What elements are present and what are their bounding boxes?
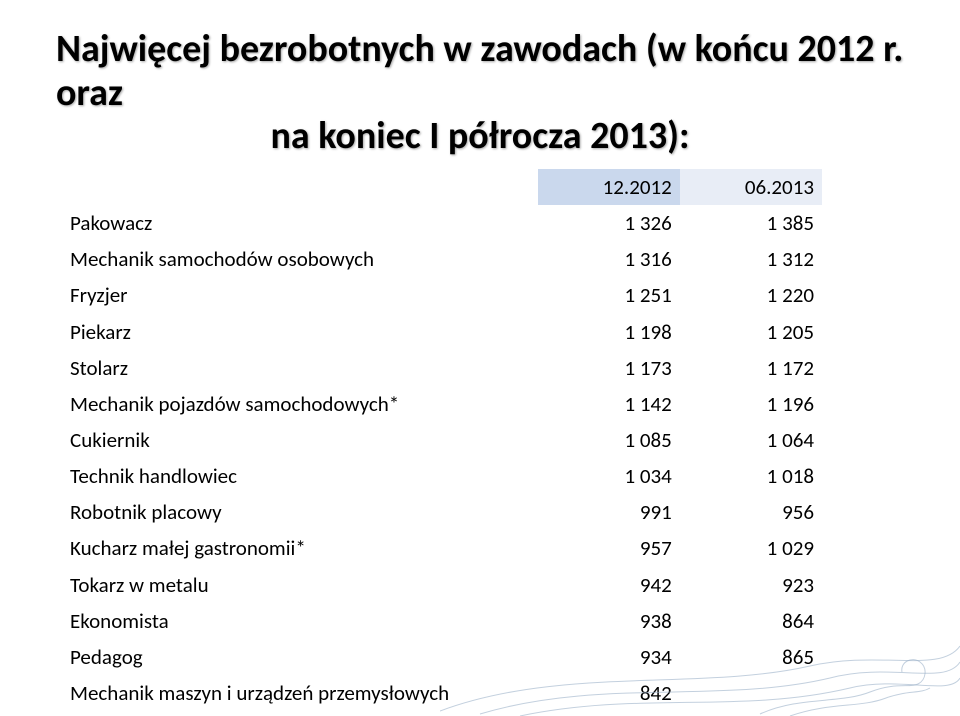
row-value-2: 1 385 [680, 205, 822, 241]
row-label: Fryzjer [62, 277, 538, 313]
row-label: Cukiernik [62, 422, 538, 458]
row-value-1: 1 142 [538, 386, 680, 422]
row-label: Kucharz małej gastronomii* [62, 530, 538, 566]
table-row: Cukiernik 1 085 1 064 [62, 422, 822, 458]
table-row: Technik handlowiec 1 034 1 018 [62, 458, 822, 494]
table-header-row: 12.2012 06.2013 [62, 169, 822, 205]
table-row: Mechanik maszyn i urządzeń przemysłowych… [62, 675, 822, 711]
title-line-2: na koniec I półrocza 2013): [56, 115, 904, 159]
row-value-1: 1 034 [538, 458, 680, 494]
row-label: Mechanik samochodów osobowych [62, 241, 538, 277]
row-value-2: 1 205 [680, 314, 822, 350]
row-value-1: 938 [538, 603, 680, 639]
row-value-2: 1 196 [680, 386, 822, 422]
row-value-1: 1 326 [538, 205, 680, 241]
row-value-1: 991 [538, 494, 680, 530]
slide: Najwięcej bezrobotnych w zawodach (w koń… [0, 0, 960, 716]
header-col-2: 06.2013 [680, 169, 822, 205]
row-value-2: 1 064 [680, 422, 822, 458]
row-value-2: 865 [680, 639, 822, 675]
slide-title: Najwięcej bezrobotnych w zawodach (w koń… [56, 28, 904, 159]
row-value-1: 957 [538, 530, 680, 566]
table-row: Pedagog 934 865 [62, 639, 822, 675]
table-row: Mechanik pojazdów samochodowych* 1 142 1… [62, 386, 822, 422]
row-label: Technik handlowiec [62, 458, 538, 494]
title-line-1: Najwięcej bezrobotnych w zawodach (w koń… [56, 28, 904, 115]
row-value-2: 1 312 [680, 241, 822, 277]
header-col-1: 12.2012 [538, 169, 680, 205]
row-value-1 [538, 711, 680, 716]
row-label: Mechanik maszyn i urządzeń przemysłowych [62, 675, 538, 711]
header-empty [62, 169, 538, 205]
table-row: Robotnik magazynowy 855 [62, 711, 822, 716]
row-label: Tokarz w metalu [62, 567, 538, 603]
row-label: Pakowacz [62, 205, 538, 241]
table-row: Piekarz 1 198 1 205 [62, 314, 822, 350]
row-label: Robotnik placowy [62, 494, 538, 530]
row-label: Stolarz [62, 350, 538, 386]
row-value-1: 1 198 [538, 314, 680, 350]
table-row: Tokarz w metalu 942 923 [62, 567, 822, 603]
row-label: Piekarz [62, 314, 538, 350]
row-value-1: 842 [538, 675, 680, 711]
row-value-1: 1 173 [538, 350, 680, 386]
row-value-2: 864 [680, 603, 822, 639]
row-value-2: 1 029 [680, 530, 822, 566]
row-value-2 [680, 675, 822, 711]
row-value-2: 956 [680, 494, 822, 530]
table-row: Mechanik samochodów osobowych 1 316 1 31… [62, 241, 822, 277]
row-label: Mechanik pojazdów samochodowych* [62, 386, 538, 422]
table-row: Kucharz małej gastronomii* 957 1 029 [62, 530, 822, 566]
row-label: Ekonomista [62, 603, 538, 639]
occupations-table: 12.2012 06.2013 Pakowacz 1 326 1 385 Mec… [62, 169, 822, 716]
table-row: Ekonomista 938 864 [62, 603, 822, 639]
row-value-2: 1 018 [680, 458, 822, 494]
table-row: Pakowacz 1 326 1 385 [62, 205, 822, 241]
row-value-2: 1 172 [680, 350, 822, 386]
table-row: Stolarz 1 173 1 172 [62, 350, 822, 386]
table-row: Robotnik placowy 991 956 [62, 494, 822, 530]
row-value-1: 934 [538, 639, 680, 675]
row-value-2: 923 [680, 567, 822, 603]
row-value-1: 1 085 [538, 422, 680, 458]
row-value-2: 1 220 [680, 277, 822, 313]
row-value-1: 1 316 [538, 241, 680, 277]
row-value-1: 942 [538, 567, 680, 603]
table-row: Fryzjer 1 251 1 220 [62, 277, 822, 313]
row-label: Robotnik magazynowy [62, 711, 538, 716]
row-label: Pedagog [62, 639, 538, 675]
row-value-1: 1 251 [538, 277, 680, 313]
row-value-2: 855 [680, 711, 822, 716]
